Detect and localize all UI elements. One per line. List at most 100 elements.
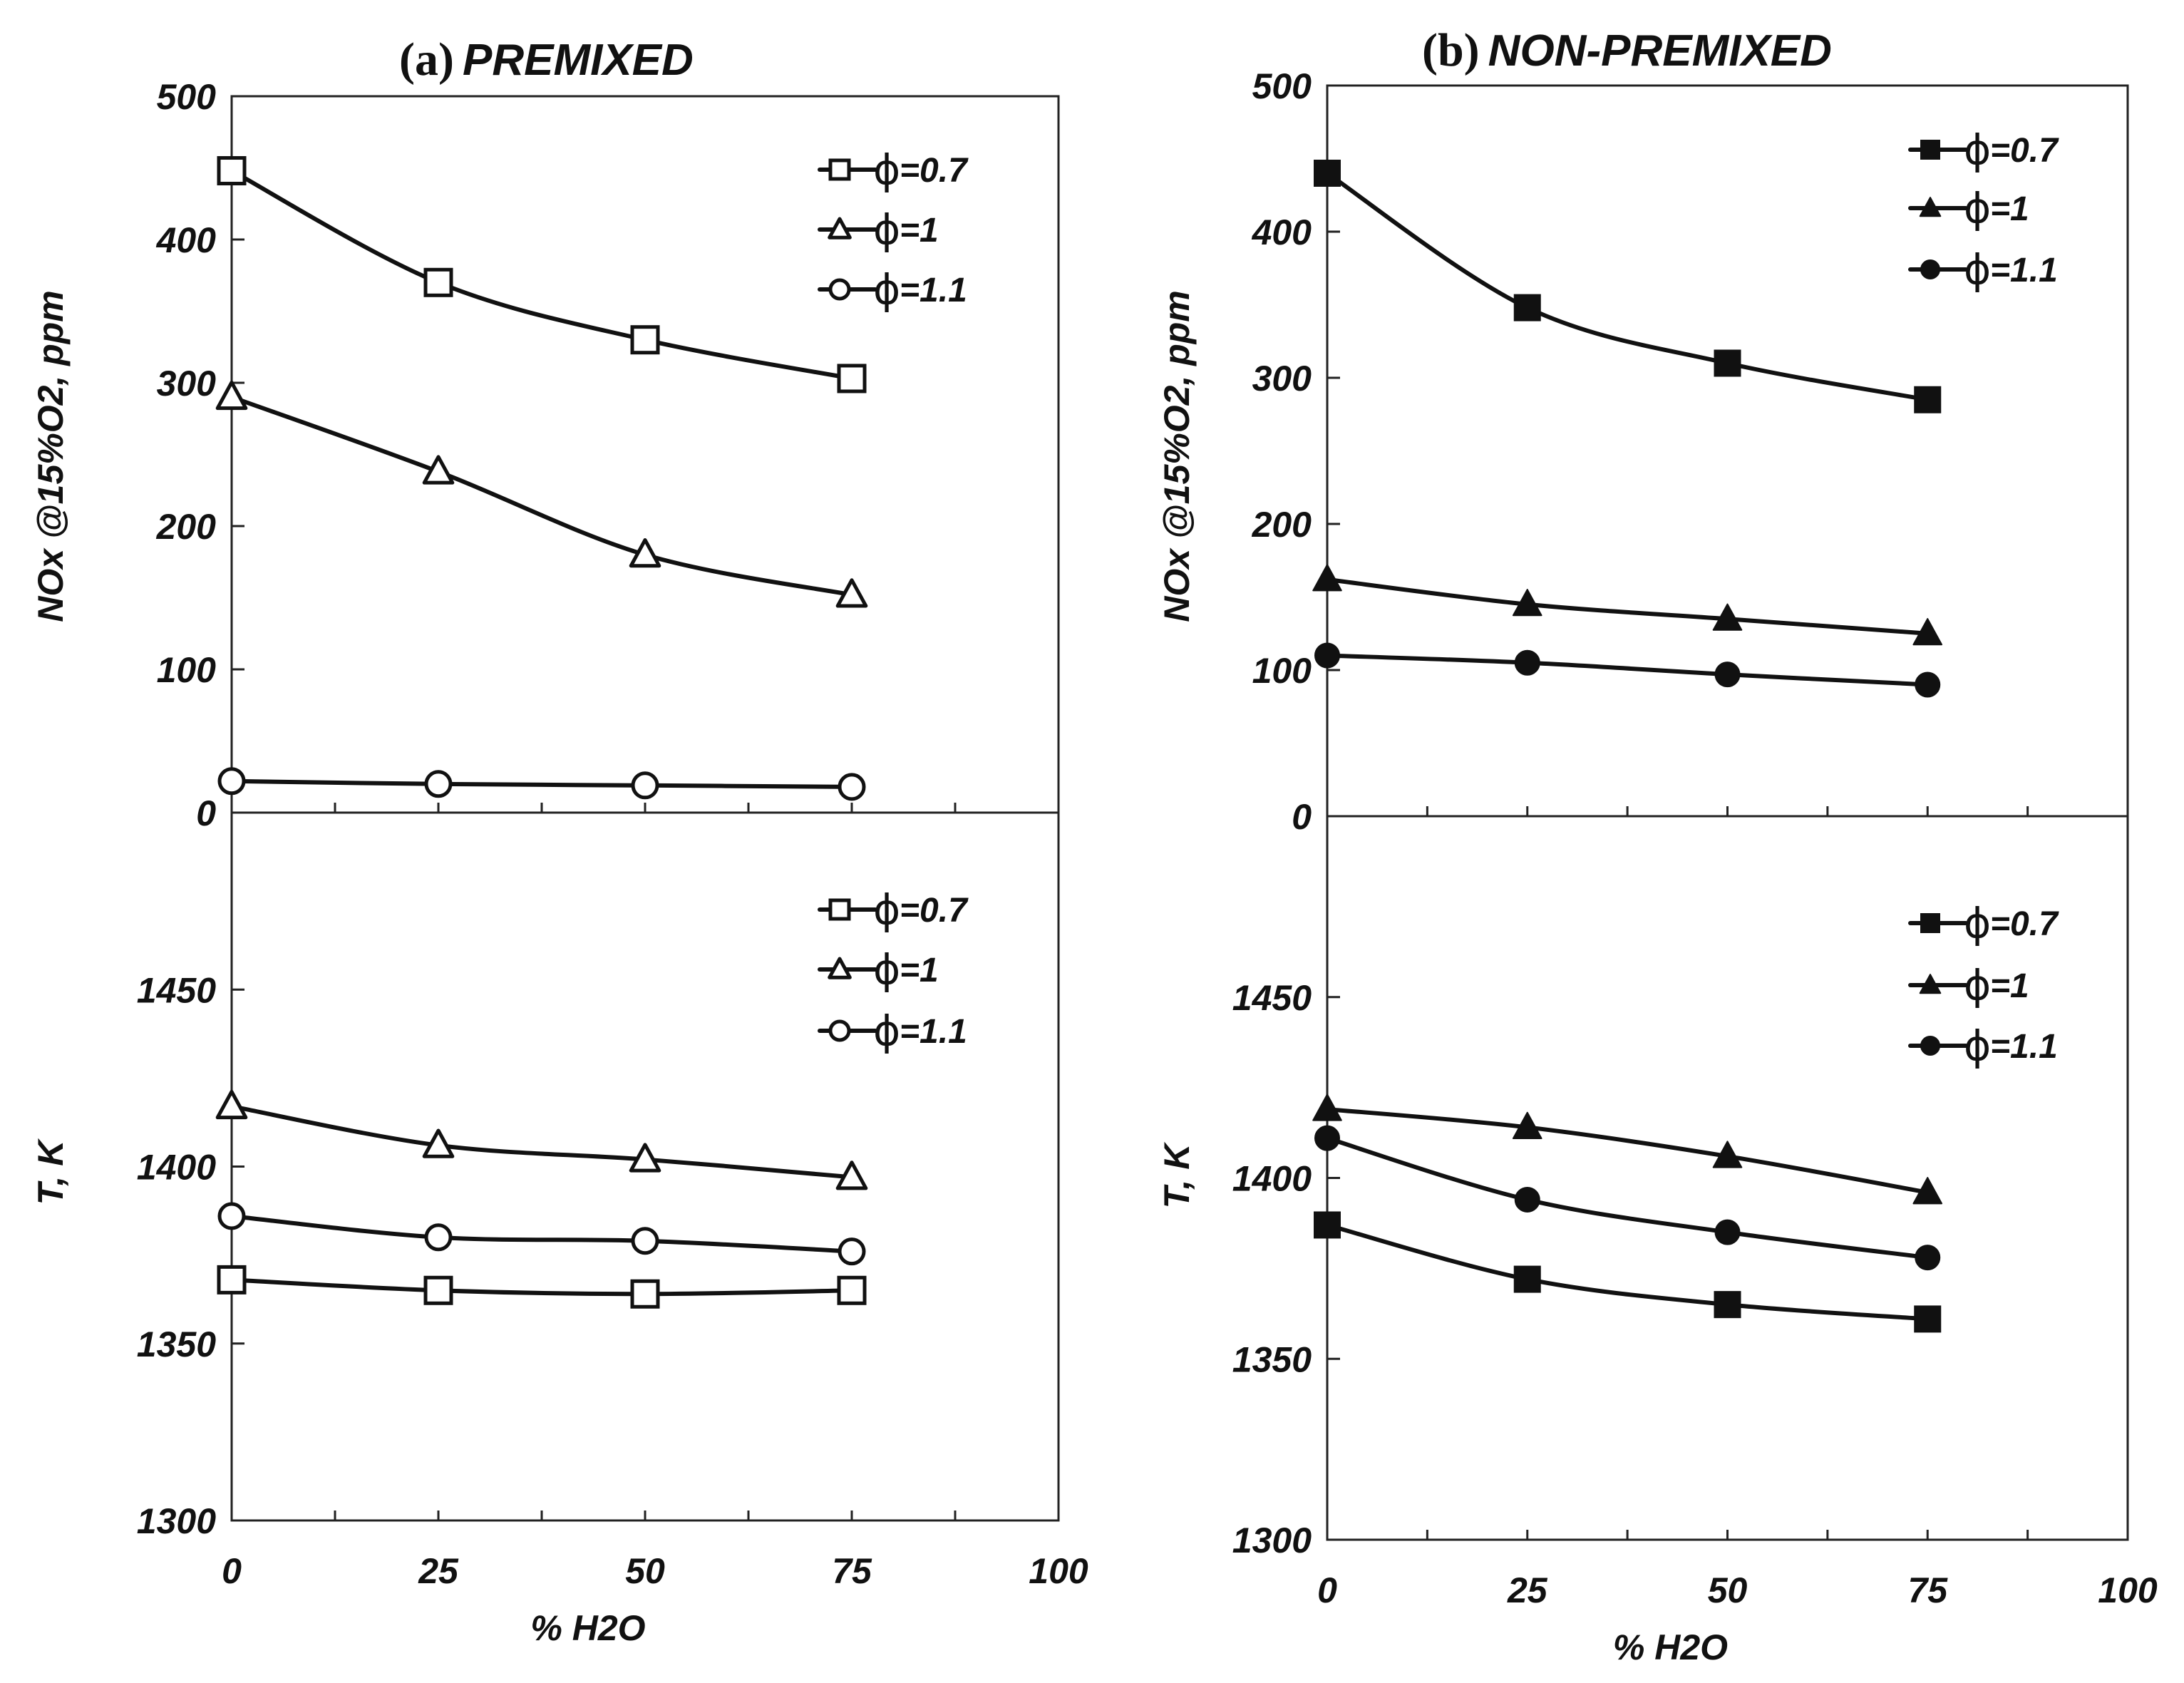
data-point: [424, 1223, 453, 1252]
data-point: [1513, 1265, 1541, 1293]
data-point: [1514, 1186, 1540, 1213]
data-point: [1914, 1305, 1942, 1333]
panel-label: (a): [399, 34, 454, 86]
panel-title: NON-PREMIXED: [1488, 26, 1832, 76]
data-point: [631, 1227, 659, 1255]
legend-label: =0.7: [900, 152, 969, 190]
x-tick-label: 25: [418, 1551, 459, 1591]
legend-label: =0.7: [1990, 905, 2059, 943]
y-tick-label: 1450: [137, 970, 216, 1010]
data-point: [1712, 1141, 1743, 1168]
legend-marker: [828, 158, 851, 181]
y-axis-label: NOx @15%O2, ppm: [31, 290, 71, 622]
panel-label: (b): [1422, 24, 1480, 76]
legend-label: =1: [1990, 967, 2029, 1005]
legend-entry: ϕ=0.7: [818, 885, 969, 934]
panel-title: PREMIXED: [463, 36, 694, 85]
data-point: [1314, 160, 1341, 187]
y-tick-label: 100: [157, 650, 217, 690]
premixed-nox-panel: (a) PREMIXED 0 100 200 300 400 500 NOx @15%O2, p…: [31, 34, 1060, 833]
data-point: [422, 455, 455, 485]
legend-label: =1: [1990, 190, 2029, 228]
series-line: [230, 395, 854, 597]
data-point: [424, 770, 453, 798]
legend-entry: ϕ=0.7: [1908, 899, 2059, 947]
x-tick-label: 50: [1708, 1570, 1748, 1610]
y-axis-label: NOx @15%O2, ppm: [1157, 290, 1197, 622]
phi-symbol: ϕ: [1964, 1021, 1991, 1070]
y-tick-label: 1300: [1232, 1520, 1312, 1560]
series-line: [230, 1277, 854, 1297]
x-tick-label: 75: [832, 1551, 872, 1591]
data-point: [1714, 1291, 1741, 1319]
y-tick-label: 1350: [137, 1324, 216, 1364]
data-point: [1912, 1177, 1943, 1205]
data-point: [215, 380, 248, 411]
data-point: [215, 1089, 248, 1120]
plot-frame: [230, 95, 1060, 814]
data-point: [837, 1275, 867, 1305]
legend-marker: [1920, 259, 1940, 279]
data-point: [1512, 1111, 1542, 1139]
data-point: [423, 267, 453, 297]
legend-entry: ϕ=1: [1908, 961, 2029, 1009]
data-point: [630, 1279, 660, 1309]
y-tick-label: 400: [1252, 212, 1312, 252]
x-axis-label: % H2O: [530, 1608, 645, 1648]
legend-entry: ϕ=1.1: [818, 1007, 967, 1055]
y-tick-label: 1300: [137, 1501, 216, 1541]
data-point: [1912, 618, 1943, 646]
legend-marker: [1920, 1036, 1940, 1056]
phi-symbol: ϕ: [873, 1007, 900, 1055]
legend-entry: ϕ=0.7: [1908, 125, 2059, 174]
phi-symbol: ϕ: [1964, 125, 1991, 174]
legend-entry: ϕ=1: [818, 945, 939, 994]
legend-label: =1.1: [1990, 252, 2058, 289]
chart-title: (a) PREMIXED: [399, 34, 694, 86]
legend-entry: ϕ=1: [818, 205, 939, 254]
legend-marker: [1919, 974, 1942, 994]
y-axis-label: T, K: [31, 1138, 71, 1205]
legend-marker: [1920, 913, 1940, 933]
legend-marker: [828, 898, 851, 921]
legend-entry: ϕ=0.7: [818, 145, 969, 194]
y-tick-label: 200: [1252, 505, 1312, 545]
data-point: [835, 578, 868, 608]
data-point: [1312, 1093, 1342, 1121]
data-point: [1714, 1219, 1741, 1245]
y-tick-label: 1400: [137, 1148, 216, 1188]
legend-entry: ϕ=1: [1908, 184, 2029, 232]
legend-marker: [828, 957, 852, 979]
data-point: [1314, 1211, 1341, 1239]
data-point: [838, 773, 866, 801]
data-point: [1915, 1245, 1941, 1271]
series-line: [230, 1104, 854, 1180]
x-tick-label: 50: [625, 1551, 665, 1591]
legend-marker: [828, 1019, 851, 1042]
legend-label: =1: [900, 212, 939, 249]
y-axis-label: T, K: [1157, 1141, 1197, 1209]
data-point: [1512, 589, 1542, 617]
data-point: [1914, 386, 1942, 413]
legend-marker: [1919, 197, 1942, 217]
y-tick-label: 1450: [1232, 978, 1312, 1018]
data-point: [217, 767, 246, 796]
data-point: [1712, 603, 1743, 631]
legend-marker: [828, 278, 851, 301]
data-point: [630, 325, 660, 355]
data-point: [1314, 1125, 1340, 1151]
series-line: [1325, 577, 1930, 636]
y-tick-label: 100: [1252, 651, 1312, 691]
series-line: [1325, 653, 1930, 687]
data-point: [837, 364, 867, 393]
y-tick-label: 0: [1292, 797, 1312, 837]
data-point: [217, 1265, 247, 1295]
legend-entry: ϕ=1.1: [818, 265, 967, 314]
x-tick-label: 100: [2098, 1570, 2158, 1610]
data-point: [1915, 671, 1941, 698]
nonpremixed-nox-panel: (b) NON-PREMIXED 0 100 200 300 400 500 NOx @15%O…: [1157, 24, 2129, 837]
x-tick-label: 75: [1907, 1570, 1948, 1610]
phi-symbol: ϕ: [873, 205, 900, 254]
